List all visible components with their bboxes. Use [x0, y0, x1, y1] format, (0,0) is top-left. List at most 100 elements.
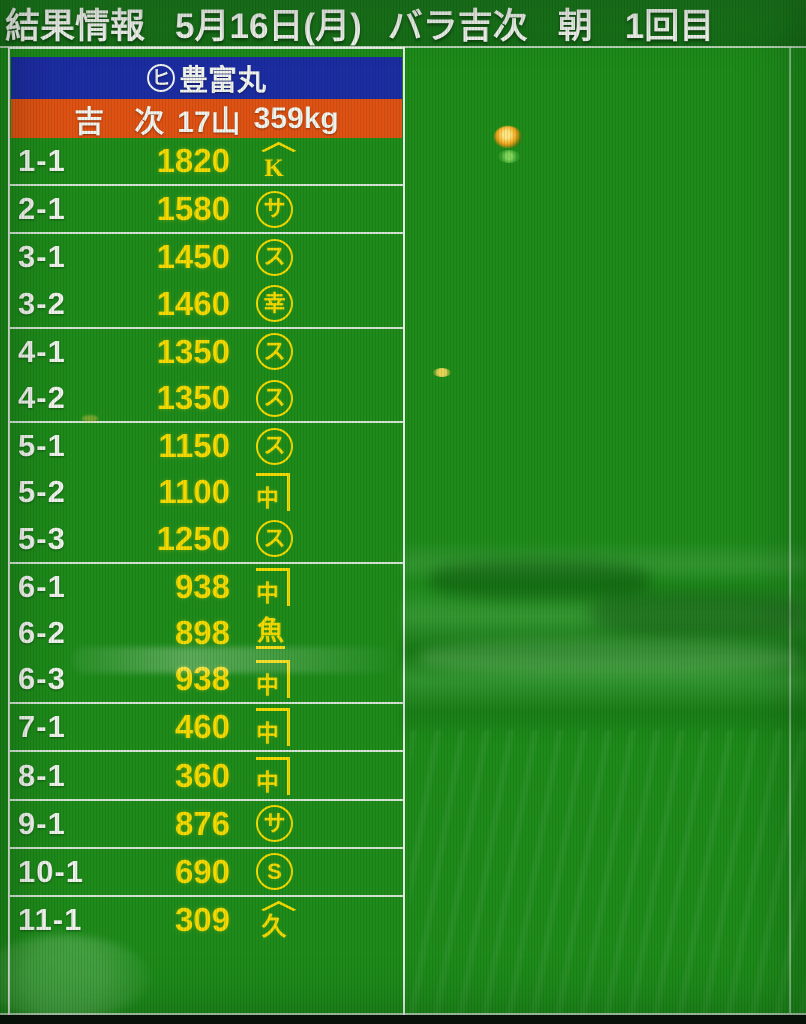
vessel-name: 豊富丸: [178, 65, 266, 97]
fish-buyer-mark: 魚: [256, 616, 285, 650]
kane-buyer-mark: 中: [256, 708, 290, 747]
table-row: 5-2 1100 中: [10, 469, 403, 515]
circle-buyer-mark: ス: [256, 238, 293, 276]
lot-number: 2-1: [18, 191, 66, 227]
table-row: 6-3 938 中: [10, 656, 403, 702]
buyer-mark-cell: 中: [230, 660, 403, 699]
buyer-mark-cell: サ: [230, 190, 403, 228]
results-panel: ヒ 豊富丸 吉 次 17山 359kg 1-1 1820 K 2-1 1580 …: [8, 47, 405, 1017]
lot-group: 1-1 1820 K: [10, 138, 403, 187]
table-row: 6-1 938 中: [10, 564, 403, 610]
lot-number: 3-1: [18, 239, 66, 275]
buyer-mark-cell: ス: [230, 379, 403, 417]
date-label: 5月16日(月): [175, 7, 362, 46]
table-row: 10-1 690 S: [10, 849, 403, 895]
price-value: 1100: [158, 473, 230, 511]
table-row: 3-2 1460 幸: [10, 281, 403, 327]
table-row: 3-1 1450 ス: [10, 234, 403, 280]
lot-number: 11-1: [18, 902, 83, 938]
lot-group: 3-1 1450 ス 3-2 1460 幸: [10, 234, 403, 329]
circle-buyer-mark: S: [256, 853, 293, 891]
price-value: 690: [174, 852, 230, 890]
lot-number: 9-1: [18, 805, 66, 841]
summary-bar: 吉 次 17山 359kg: [11, 99, 402, 139]
lot-number: 6-3: [18, 661, 66, 697]
reflection-highlight: [420, 640, 800, 674]
table-row: 2-1 1580 サ: [10, 186, 403, 232]
yama-buyer-mark: K: [256, 141, 296, 181]
buyer-mark-cell: 中: [230, 567, 403, 606]
price-value: 309: [174, 901, 230, 939]
buyer-mark-cell: 中: [230, 708, 403, 747]
table-row: 5-3 1250 ス: [10, 516, 403, 562]
price-value: 1350: [156, 332, 230, 370]
price-value: 1150: [158, 427, 230, 465]
circle-buyer-mark: ス: [256, 427, 293, 465]
price-value: 360: [174, 756, 230, 794]
lot-number: 4-1: [18, 333, 66, 369]
lot-number: 10-1: [18, 853, 85, 889]
table-row: 9-1 876 サ: [10, 801, 403, 847]
weight-label: 359kg: [253, 101, 339, 135]
diagonal-glare: [410, 730, 806, 1014]
buyer-mark-cell: 幸: [230, 285, 403, 323]
kane-buyer-mark: 中: [256, 567, 290, 606]
lot-number: 3-2: [18, 285, 66, 321]
page-title: 結果情報: [5, 7, 146, 46]
price-value: 460: [174, 708, 230, 746]
circle-buyer-mark: ス: [256, 520, 293, 558]
vessel-header: ヒ 豊富丸: [11, 57, 402, 99]
buyer-mark-cell: ス: [230, 520, 403, 558]
circle-buyer-mark: 幸: [256, 285, 293, 323]
yama-buyer-mark: 久: [256, 900, 296, 941]
price-value: 1250: [156, 519, 230, 557]
vessel-mark-char: ヒ: [151, 67, 171, 89]
reflection-shadow: [430, 560, 650, 600]
circle-buyer-mark: サ: [256, 190, 293, 228]
table-row: 5-1 1150 ス: [10, 423, 403, 469]
price-value: 1450: [156, 238, 230, 276]
buyer-mark-cell: 中: [230, 473, 403, 512]
buyer-mark-char: 久: [261, 913, 287, 941]
lot-group: 10-1 690 S: [10, 849, 403, 897]
lot-group: 5-1 1150 ス 5-2 1100 中 5-3 1250 ス: [10, 423, 403, 564]
top-bar: 結果情報 5月16日(月) バラ吉次 朝 1回目: [0, 0, 806, 47]
buyer-mark-cell: 久: [230, 900, 403, 941]
price-value: 1350: [156, 379, 230, 417]
yama-roof-icon: [256, 141, 296, 160]
species-label: 吉 次: [74, 105, 165, 139]
price-value: 898: [174, 613, 230, 651]
yama-roof-icon: [256, 900, 296, 919]
circle-buyer-mark: サ: [256, 805, 293, 843]
price-value: 1460: [156, 284, 230, 322]
buyer-mark-cell: ス: [230, 427, 403, 465]
lot-group: 7-1 460 中: [10, 704, 403, 753]
buyer-mark-cell: ス: [230, 333, 403, 371]
product-label: バラ吉次: [387, 7, 528, 46]
lot-number: 4-2: [18, 380, 66, 416]
lot-number: 1-1: [18, 143, 66, 179]
lot-group: 11-1 309 久: [10, 897, 403, 943]
bottom-bezel: [0, 1015, 806, 1024]
lot-group: 2-1 1580 サ: [10, 186, 403, 235]
light-reflection-dash: [433, 368, 451, 377]
table-row: 7-1 460 中: [10, 704, 403, 750]
bottom-border-line: [0, 1013, 806, 1015]
ceiling-light-dot: [494, 126, 522, 148]
table-row: 1-1 1820 K: [10, 138, 403, 184]
lot-group: 4-1 1350 ス 4-2 1350 ス: [10, 329, 403, 424]
table-row: 4-1 1350 ス: [10, 329, 403, 375]
right-column-divider: [789, 47, 791, 1013]
table-row: 6-2 898 魚: [10, 610, 403, 656]
window-reflection: [402, 540, 806, 740]
circle-buyer-mark: ス: [256, 379, 293, 417]
corner-glow: [0, 935, 150, 1020]
glare-streak: [72, 647, 402, 673]
lot-group: 6-1 938 中 6-2 898 魚 6-3 938 中: [10, 564, 403, 705]
price-value: 1580: [156, 190, 230, 228]
lot-number: 6-2: [18, 614, 66, 650]
light-reflection-dash: [82, 415, 98, 422]
buyer-mark-cell: 魚: [230, 616, 403, 650]
lot-number: 6-1: [18, 568, 66, 604]
